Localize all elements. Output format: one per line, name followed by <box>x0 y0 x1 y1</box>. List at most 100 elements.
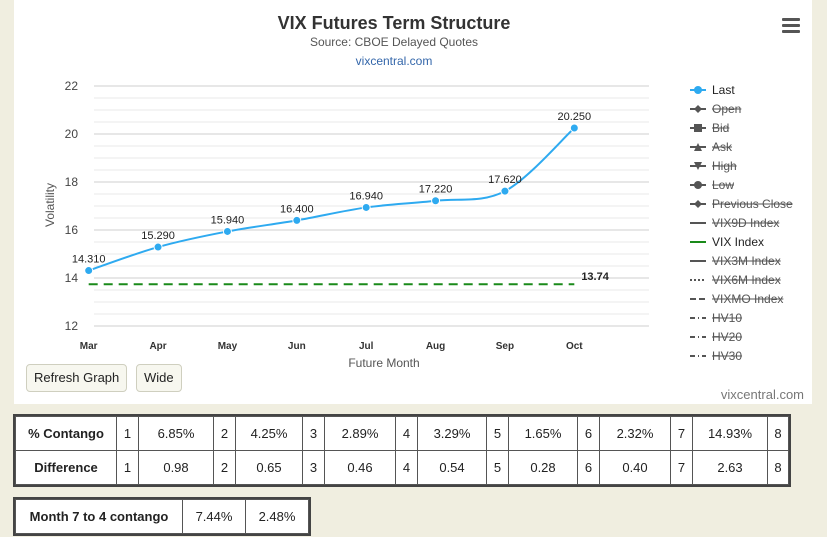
table-cell: 2 <box>213 416 236 451</box>
legend-item[interactable]: VIX3M Index <box>690 254 781 268</box>
table-cell: 4 <box>395 450 418 485</box>
table-cell: 2 <box>213 450 236 485</box>
table-cell: 1.65% <box>508 416 578 451</box>
chart-panel: VIX Futures Term Structure Source: CBOE … <box>14 0 812 404</box>
grid-layer <box>94 85 649 327</box>
legend-item[interactable]: Last <box>690 83 735 97</box>
table-cell: 6 <box>577 450 600 485</box>
legend-item[interactable]: Ask <box>690 140 733 154</box>
legend-marker-icon <box>694 162 702 170</box>
legend-item[interactable]: HV10 <box>690 311 742 325</box>
difference-row-header: Difference <box>15 450 117 485</box>
table-cell: 7.44% <box>182 499 246 534</box>
data-label-last: 16.400 <box>280 203 314 215</box>
x-tick-label: May <box>218 341 238 352</box>
table-cell: 5 <box>486 450 509 485</box>
data-label-last: 16.940 <box>349 190 383 202</box>
x-tick-label: Jul <box>359 341 374 352</box>
table-cell: 5 <box>486 416 509 451</box>
legend-item[interactable]: Open <box>690 102 742 116</box>
legend-item[interactable]: High <box>690 159 737 173</box>
legend-label: Last <box>712 83 735 97</box>
legend-item[interactable]: Low <box>690 178 734 192</box>
wide-button[interactable]: Wide <box>136 364 182 392</box>
table-cell: 0.98 <box>138 450 214 485</box>
month-contango-row: Month 7 to 4 contango 7.44% 2.48% <box>15 499 309 534</box>
chart-title: VIX Futures Term Structure <box>278 13 511 33</box>
table-cell: 3 <box>302 450 325 485</box>
x-tick-label: Aug <box>426 341 445 352</box>
refresh-graph-button[interactable]: Refresh Graph <box>26 364 128 392</box>
legend[interactable]: Last Open Bid Ask High Low Previous Close VIX9D… <box>690 83 793 363</box>
table-cell: 0.54 <box>417 450 487 485</box>
y-tick-labels: 12 14 16 18 20 22 <box>65 79 79 333</box>
data-label-vix-index: 13.74 <box>581 271 609 283</box>
table-cell: 4 <box>395 416 418 451</box>
data-point-last <box>569 123 579 133</box>
x-tick-label: Jun <box>288 341 306 352</box>
legend-item[interactable]: Previous Close <box>690 197 793 211</box>
difference-row: Difference 1 0.98 2 0.65 3 0.46 4 0.54 5… <box>15 450 789 485</box>
legend-marker-icon <box>694 86 702 94</box>
legend-item[interactable]: VIXMO Index <box>690 292 784 306</box>
data-point-last <box>84 266 94 276</box>
table-cell: 3.29% <box>417 416 487 451</box>
month-contango-header: Month 7 to 4 contango <box>15 499 183 534</box>
table-cell: 0.46 <box>324 450 396 485</box>
table-cell: 3 <box>302 416 325 451</box>
contango-row: % Contango 1 6.85% 2 4.25% 3 2.89% 4 3.2… <box>15 416 789 451</box>
table-cell: 2.32% <box>599 416 671 451</box>
data-label-last: 17.220 <box>419 184 453 196</box>
table-cell: 4.25% <box>235 416 303 451</box>
legend-item[interactable]: VIX6M Index <box>690 273 781 287</box>
legend-marker-icon <box>694 124 702 132</box>
legend-item[interactable]: Bid <box>690 121 730 135</box>
series-layer: 13.74 14.310 15.290 15.940 16.400 16.940 17.22… <box>72 111 610 286</box>
table-cell: 2.48% <box>245 499 309 534</box>
legend-item[interactable]: HV30 <box>690 349 742 363</box>
chart-link[interactable]: vixcentral.com <box>356 54 433 68</box>
x-tick-labels: Mar Apr May Jun Jul Aug Sep Oct <box>80 341 584 352</box>
data-label-last: 20.250 <box>557 111 591 123</box>
x-axis-label: Future Month <box>348 356 419 370</box>
table-cell: 8 <box>767 450 789 485</box>
table-cell: 7 <box>670 416 693 451</box>
table-cell: 7 <box>670 450 693 485</box>
data-point-last <box>222 226 232 236</box>
legend-marker-icon <box>694 200 702 208</box>
data-point-last <box>431 196 441 206</box>
data-point-last <box>500 186 510 196</box>
x-tick-label: Oct <box>566 341 583 352</box>
table-cell: 1 <box>116 450 139 485</box>
y-tick-label: 12 <box>65 319 79 333</box>
chart-subtitle: Source: CBOE Delayed Quotes <box>310 35 478 49</box>
table-cell: 1 <box>116 416 139 451</box>
legend-item[interactable]: HV20 <box>690 330 742 344</box>
y-tick-label: 22 <box>65 79 79 93</box>
data-label-last: 14.310 <box>72 254 106 266</box>
table-cell: 0.40 <box>599 450 671 485</box>
contango-row-header: % Contango <box>15 416 117 451</box>
table-cell: 6.85% <box>138 416 214 451</box>
table-cell: 6 <box>577 416 600 451</box>
x-tick-label: Mar <box>80 341 98 352</box>
month-contango-table: Month 7 to 4 contango 7.44% 2.48% <box>13 497 311 536</box>
data-point-last <box>361 202 371 212</box>
table-cell: 0.28 <box>508 450 578 485</box>
chart-menu-icon[interactable] <box>782 18 800 34</box>
y-tick-label: 20 <box>65 127 79 141</box>
data-point-last <box>153 242 163 252</box>
table-cell: 2.63 <box>692 450 768 485</box>
data-label-last: 15.940 <box>211 214 245 226</box>
legend-item[interactable]: VIX Index <box>690 235 764 249</box>
data-label-last: 17.620 <box>488 174 522 186</box>
legend-marker-icon <box>694 181 702 189</box>
y-tick-label: 14 <box>65 271 79 285</box>
legend-item[interactable]: VIX9D Index <box>690 216 780 230</box>
legend-label: VIX Index <box>712 235 764 249</box>
x-tick-label: Sep <box>496 341 514 352</box>
chart-credit[interactable]: vixcentral.com <box>720 387 804 402</box>
y-tick-label: 16 <box>65 223 79 237</box>
x-tick-label: Apr <box>149 341 166 352</box>
table-cell: 8 <box>767 416 789 451</box>
